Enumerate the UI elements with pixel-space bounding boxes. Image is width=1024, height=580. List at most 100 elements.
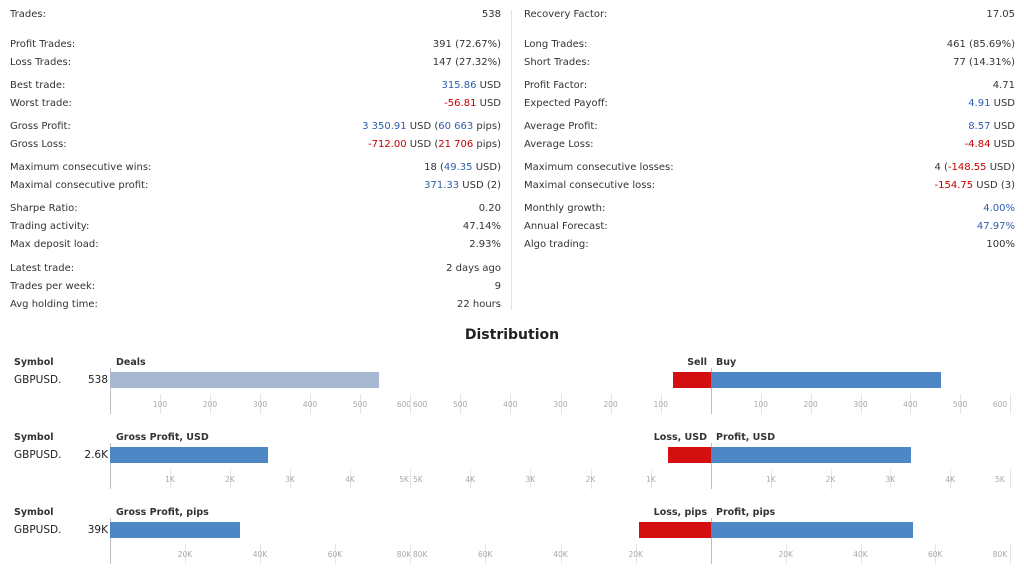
stat-label: Maximal consecutive profit: <box>10 180 149 191</box>
stat-value-main: 4.00% <box>983 203 1015 214</box>
stat-value-mid: USD ( <box>406 139 439 150</box>
stat-value: 147 (27.32%) <box>433 54 501 72</box>
stat-value-main: 391 (72.67%) <box>432 39 501 50</box>
stat-label: Max deposit load: <box>10 239 99 250</box>
left-chart-tick: 300 <box>252 400 268 409</box>
trading-statistics: Trades: 538 Profit Trades: 391 (72.67%) Loss… <box>10 6 1015 314</box>
chart-gridline <box>530 469 532 489</box>
stat-value: 2.93% <box>469 236 501 254</box>
stat-label: Profit Factor: <box>524 80 588 91</box>
symbol-header: Symbol <box>14 432 54 443</box>
stat-row-gross-loss: Gross Loss: -712.00 USD (21 706 pips) <box>10 136 501 154</box>
negative-chart-tick: 100 <box>653 400 668 409</box>
stat-label: Avg holding time: <box>10 299 98 310</box>
chart-gridline <box>1010 394 1011 414</box>
negative-chart-tick: 4K <box>465 475 476 484</box>
positive-chart-tick: 300 <box>853 400 868 409</box>
stat-value-main: 47.97% <box>976 221 1015 232</box>
stat-row-maximal-consecutive-loss: Maximal consecutive loss: -154.75 USD (3) <box>524 177 1015 195</box>
chart-gridline <box>170 469 171 489</box>
stat-value-main: 3 350.91 <box>362 121 407 132</box>
stat-row-trades: Trades: 538 <box>10 6 501 24</box>
stat-row-latest-trade: Latest trade: 2 days ago <box>10 260 501 278</box>
chart-gridline <box>230 469 231 489</box>
stat-label: Average Profit: <box>524 121 598 132</box>
stat-value-main: 22 hours <box>456 299 501 310</box>
chart-gridline <box>860 394 862 414</box>
left-chart-tick: 4K <box>345 475 355 484</box>
chart-gridline <box>1010 469 1011 489</box>
stat-value: 371.33 USD (2) <box>424 177 501 195</box>
stat-value: 47.97% <box>977 218 1015 236</box>
positive-chart-tick: 500 <box>952 400 968 409</box>
chart-gridline <box>890 469 892 489</box>
stat-value-extra: 60 663 <box>438 121 474 132</box>
stat-row-sharpe-ratio: Sharpe Ratio: 0.20 <box>10 200 501 218</box>
chart-gridline <box>960 394 962 414</box>
stat-value: 77 (14.31%) <box>953 54 1015 72</box>
stat-value: 4.00% <box>983 200 1015 218</box>
stat-label: Loss Trades: <box>10 57 72 68</box>
positive-chart-tick: 5K <box>995 475 1005 484</box>
chart-gridline <box>770 469 772 489</box>
positive-chart-tick: 80K <box>992 550 1008 559</box>
left-chart-header: Gross Profit, USD <box>116 432 209 443</box>
stat-value-main: 147 (27.32%) <box>432 57 501 68</box>
stat-row-loss-trades: Loss Trades: 147 (27.32%) <box>10 54 501 72</box>
negative-chart-header: Sell <box>687 357 707 368</box>
left-chart-header: Gross Profit, pips <box>116 507 209 518</box>
stat-row-average-profit: Average Profit: 8.57 USD <box>524 118 1015 136</box>
negative-bar <box>638 522 711 538</box>
symbol-total: 39K <box>87 524 108 536</box>
negative-chart-tick: 80K <box>413 550 428 559</box>
chart-gridline <box>510 394 512 414</box>
chart-gridline <box>635 544 637 564</box>
stat-value-main: 100% <box>986 239 1015 250</box>
stat-value-main: -148.55 <box>947 162 987 173</box>
stat-value-main: -4.84 <box>964 139 991 150</box>
chart-gridline <box>590 469 592 489</box>
left-chart-bar <box>110 447 269 463</box>
left-chart-tick: 500 <box>352 400 368 409</box>
positive-chart-tick: 2K <box>825 475 836 484</box>
negative-chart-tick: 60K <box>478 550 493 559</box>
stat-label: Gross Loss: <box>10 139 67 150</box>
symbol-name: GBPUSD. <box>14 524 62 536</box>
negative-chart-header: Loss, USD <box>653 432 707 443</box>
chart-gridline <box>260 544 261 564</box>
chart-gridline <box>830 469 832 489</box>
stat-label: Annual Forecast: <box>524 221 608 232</box>
chart-axis <box>711 518 712 564</box>
stat-value: 391 (72.67%) <box>433 36 501 54</box>
stat-label: Maximum consecutive wins: <box>10 162 152 173</box>
stat-value-main: 4.71 <box>992 80 1015 91</box>
stat-value-prefix: 4 ( <box>934 162 948 173</box>
positive-chart-header: Profit, USD <box>716 432 776 443</box>
stat-label: Worst trade: <box>10 98 72 109</box>
stat-row-gross-profit: Gross Profit: 3 350.91 USD (60 663 pips) <box>10 118 501 136</box>
negative-chart-tick: 200 <box>603 400 618 409</box>
symbol-header: Symbol <box>14 507 54 518</box>
stat-row-avg-holding-time: Avg holding time: 22 hours <box>10 296 501 314</box>
chart-gridline <box>210 394 211 414</box>
stat-row-maximum-consecutive-wins: Maximum consecutive wins: 18 (49.35 USD) <box>10 159 501 177</box>
stat-row-long-trades: Long Trades: 461 (85.69%) <box>524 36 1015 54</box>
stat-value-suffix: USD) <box>472 162 501 173</box>
stat-row-maximal-consecutive-profit: Maximal consecutive profit: 371.33 USD (2… <box>10 177 501 195</box>
stat-label: Long Trades: <box>524 39 588 50</box>
negative-chart-tick: 600 <box>413 400 428 409</box>
chart-gridline <box>560 544 562 564</box>
stat-value-suffix: USD <box>476 80 501 91</box>
stat-value-main: -154.75 <box>934 180 974 191</box>
positive-chart-tick: 600 <box>992 400 1008 409</box>
stat-label: Monthly growth: <box>524 203 606 214</box>
stat-value-main: 2.93% <box>469 239 501 250</box>
stat-value-suffix: USD (3) <box>973 180 1015 191</box>
stat-value-main: 538 <box>481 9 501 20</box>
stat-value-suffix: USD <box>990 121 1015 132</box>
stat-value: 3 350.91 USD (60 663 pips) <box>362 118 501 136</box>
stat-value-main: 17.05 <box>986 9 1015 20</box>
negative-chart-tick: 2K <box>585 475 596 484</box>
stat-value-main: -56.81 <box>444 98 477 109</box>
negative-chart-tick: 3K <box>525 475 536 484</box>
